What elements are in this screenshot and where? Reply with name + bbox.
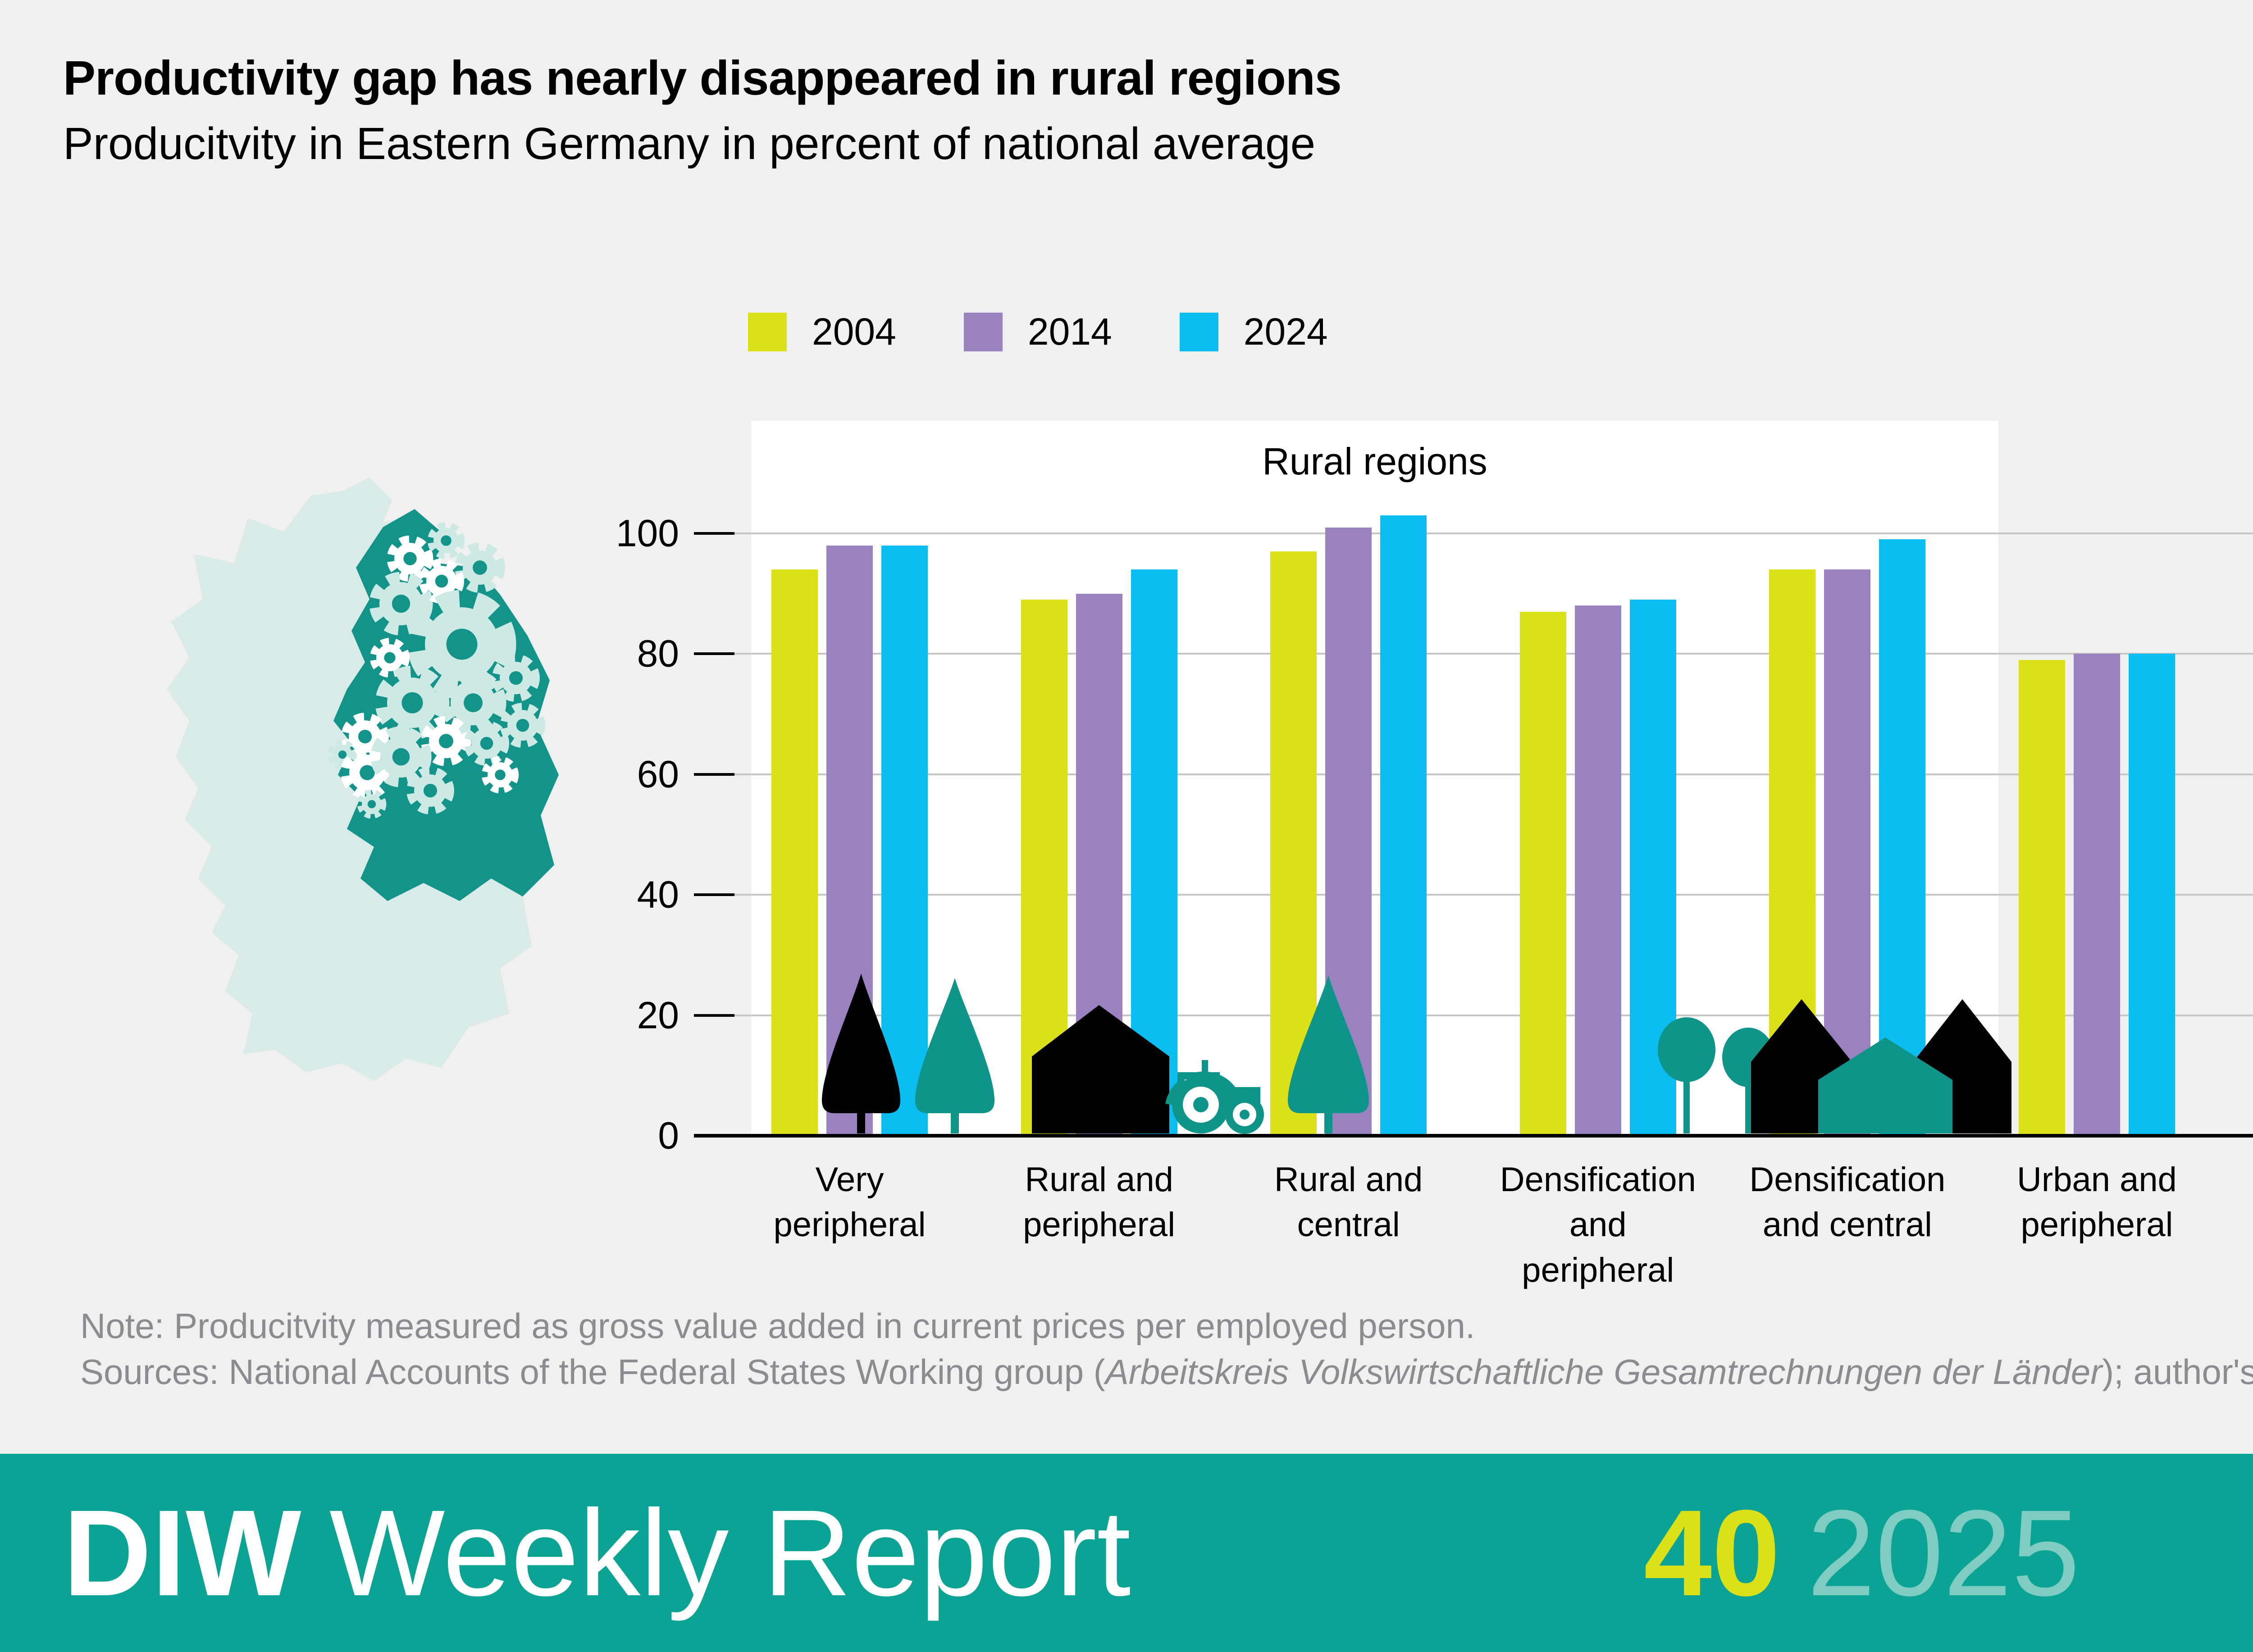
page-title: Productivity gap has nearly disappeared … <box>63 50 1342 105</box>
gear-icon <box>387 535 433 582</box>
tree-icon <box>1288 975 1369 1113</box>
y-axis-label: 0 <box>658 1114 679 1157</box>
bar-2024 <box>1879 539 1926 1136</box>
y-axis-tick <box>694 1014 734 1017</box>
round-tree-icon <box>1658 1017 1715 1082</box>
gears-icon <box>328 522 545 819</box>
bar-2004 <box>1519 611 1566 1136</box>
gear-icon <box>369 637 410 678</box>
house-icon <box>1818 1038 1952 1133</box>
germany-map <box>167 478 559 1081</box>
x-axis-label: Very peripheral <box>773 1160 926 1244</box>
y-axis-tick <box>694 893 734 897</box>
legend-swatch <box>748 312 787 351</box>
legend-label: 2014 <box>1027 310 1112 353</box>
legend-swatch <box>963 312 1003 351</box>
x-axis-label: Rural and peripheral <box>1023 1160 1176 1244</box>
bar-2024 <box>881 545 928 1136</box>
gridline <box>734 1014 2253 1016</box>
gridline <box>734 532 2253 535</box>
legend-item: 2004 <box>748 310 896 354</box>
footer-brand-weekly-report: Weekly Report <box>329 1484 1131 1621</box>
plot-area: Rural regions Urban regions 0 20 40 60 80 100 Ve… <box>616 421 2253 1289</box>
x-axis-label: Urban and peripheral <box>2017 1160 2177 1244</box>
x-axis-label: Rural and central <box>1274 1160 1423 1244</box>
legend-label: 2004 <box>812 310 896 353</box>
gear-icon <box>455 542 505 593</box>
y-axis-tick <box>694 532 734 535</box>
sources-text: Sources: National Accounts of the Federa… <box>80 1352 2253 1393</box>
footer-brand: DIW Weekly Report <box>63 1454 1131 1652</box>
legend-swatch <box>1179 312 1218 351</box>
gridline <box>734 653 2253 655</box>
tree-trunk <box>1324 1112 1332 1133</box>
region-header: Rural regions <box>1262 440 1487 482</box>
chart-legend: 2004 2014 2024 <box>748 310 1328 354</box>
y-axis-label: 40 <box>637 873 679 916</box>
gear-icon <box>481 756 519 794</box>
y-axis-tick <box>694 773 734 776</box>
legend-item: 2024 <box>1179 310 1328 354</box>
house-icon <box>1032 1005 1169 1133</box>
gear-icon <box>464 721 509 766</box>
y-axis-label: 20 <box>637 994 679 1037</box>
gear-icon <box>419 559 464 604</box>
y-axis-label: 80 <box>637 632 679 675</box>
bar-2014 <box>2074 654 2120 1136</box>
rural-icons <box>822 974 1369 1134</box>
issue-number: 40 <box>1644 1484 1780 1621</box>
x-axis-label: Urban and central <box>2248 1157 2253 1248</box>
bar-2024 <box>2129 654 2175 1136</box>
gear-icon <box>421 716 471 766</box>
y-axis-label: 100 <box>616 512 679 555</box>
tree-icon <box>915 978 994 1113</box>
x-axis-label: Densification and central <box>1749 1160 1946 1244</box>
tree-icon <box>822 974 900 1113</box>
bar-2004 <box>2019 660 2065 1136</box>
sources-italic: Arbeitskreis Volkswirtschaftliche Gesamt… <box>1105 1352 2102 1392</box>
footer-brand-diw: DIW <box>63 1484 301 1621</box>
skyline-illustration <box>822 974 2011 1134</box>
bar-2024 <box>1380 515 1427 1136</box>
densification-icons <box>1658 999 2011 1133</box>
gear-icon <box>369 572 433 636</box>
gear-icon <box>375 665 450 740</box>
bar-2004 <box>771 569 818 1136</box>
issue-year: 2025 <box>1807 1484 2080 1621</box>
gridline <box>734 773 2253 775</box>
y-axis-tick <box>694 652 734 655</box>
x-axis-label: Densification and peripheral <box>1500 1160 1696 1289</box>
sources-prefix: Sources: National Accounts of the Federa… <box>80 1352 1105 1392</box>
gear-icon <box>492 654 540 702</box>
region-header: Urban regions <box>1998 440 2253 483</box>
sources-suffix: ); author's calculations. <box>2102 1352 2253 1392</box>
legend-item: 2014 <box>963 310 1112 354</box>
gear-icon <box>407 590 516 699</box>
gear-icon <box>440 669 506 736</box>
y-axis-label: 60 <box>637 753 679 796</box>
x-axis-line <box>694 1134 2253 1138</box>
gear-icon <box>370 726 432 787</box>
note-text: Note: Producitvity measured as gross val… <box>80 1306 1475 1346</box>
tree-trunk <box>951 1112 959 1133</box>
page-subtitle: Producitvity in Eastern Germany in perce… <box>63 118 1316 169</box>
bar-2014 <box>1574 605 1621 1136</box>
gear-icon <box>427 522 465 560</box>
gridline <box>734 894 2253 896</box>
gear-icon <box>357 789 387 819</box>
legend-label: 2024 <box>1243 310 1328 353</box>
footer-band: DIW Weekly Report 40 2025 DIW BERLIN <box>0 1454 2253 1652</box>
gear-icon <box>406 767 454 815</box>
tractor-icon <box>1165 1060 1264 1134</box>
tree-trunk <box>857 1112 865 1133</box>
gear-icon <box>500 703 545 748</box>
footer-issue: 40 2025 <box>1644 1454 2080 1652</box>
